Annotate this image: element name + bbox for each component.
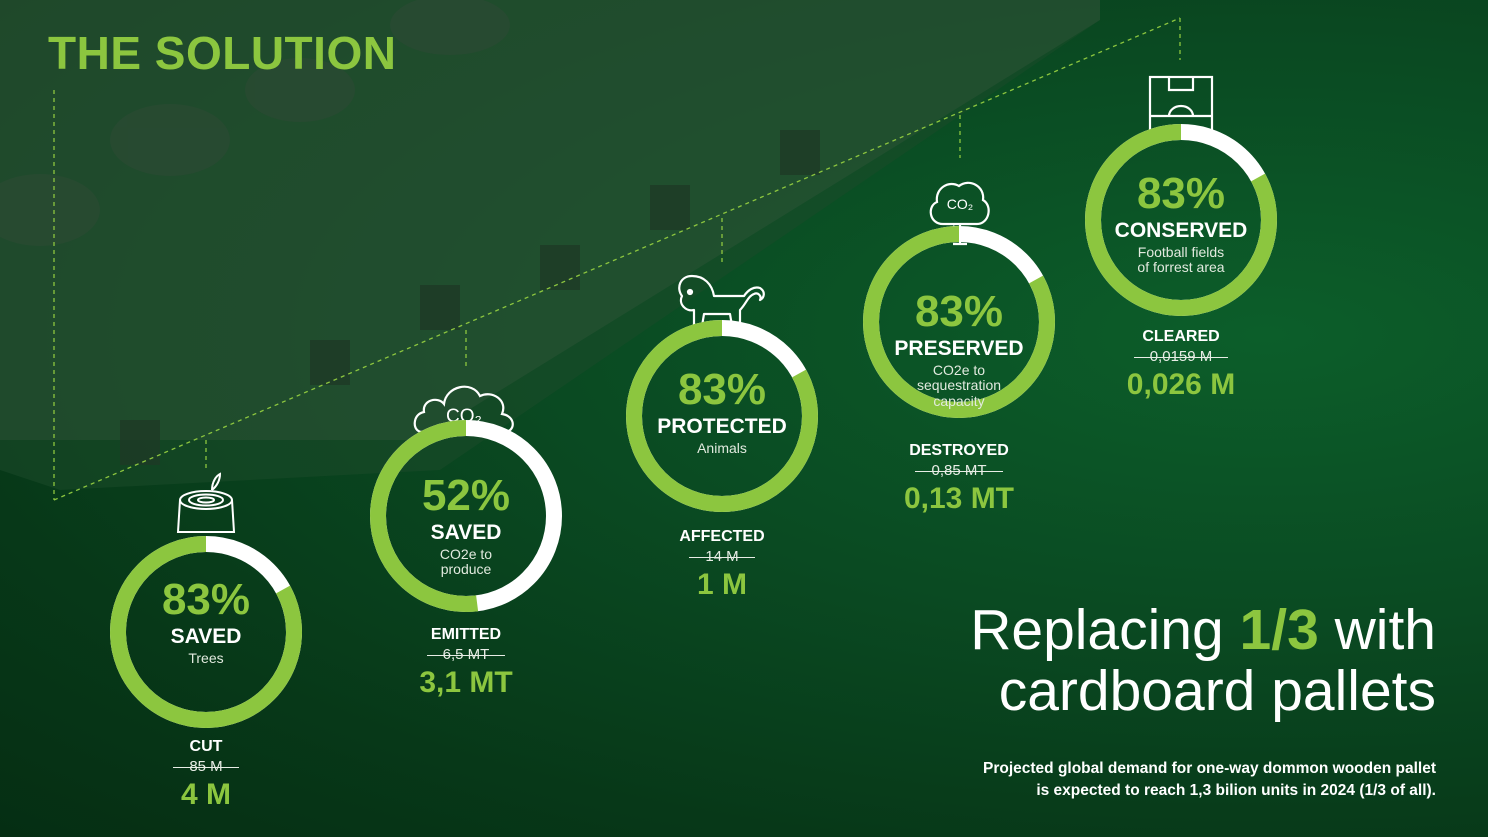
stat-old-value: 0,0159 M: [1133, 348, 1228, 365]
stat-label: CLEARED: [1142, 328, 1220, 345]
co2-label: CO₂: [947, 196, 973, 212]
metric-description: Trees: [188, 650, 224, 667]
headline-line-1: Replacing 1/3 with: [970, 600, 1436, 661]
metric-ring: [370, 420, 562, 612]
footnote-line-1: Projected global demand for one-way domm…: [983, 760, 1436, 777]
footnote: Projected global demand for one-way domm…: [876, 758, 1436, 803]
footnote-line-2: is expected to reach 1,3 bilion units in…: [1036, 782, 1436, 800]
metric-ring: [863, 226, 1055, 418]
stat-old-value: 6,5 MT: [426, 646, 505, 663]
stat-old-value: 0,85 MT: [915, 462, 1003, 479]
stat-new-value: 0,026 M: [1126, 368, 1236, 401]
headline-text: with: [1318, 598, 1436, 662]
metric-ring: [110, 536, 302, 728]
headline-line-2: cardboard pallets: [998, 658, 1436, 723]
headline-text: Replacing: [970, 598, 1240, 662]
tree-stump-icon: [176, 472, 236, 533]
stat-old-value: 85 M: [173, 758, 240, 775]
metric-percent: 83%: [677, 365, 767, 414]
metric-description: Animals: [697, 440, 747, 457]
page-title: THE SOLUTION: [48, 27, 397, 79]
stat-new-value: 0,13 MT: [903, 482, 1015, 515]
stat-new-value: 4 M: [180, 778, 231, 811]
metric-word: SAVED: [170, 625, 242, 648]
stat-new-value: 1 M: [696, 568, 747, 601]
metric-percent: 83%: [1136, 169, 1226, 218]
metric-word: CONSERVED: [1114, 219, 1248, 242]
headline-highlight: 1/3: [1239, 598, 1319, 662]
lion-icon: [678, 274, 765, 328]
stat-label: AFFECTED: [679, 528, 765, 545]
metric-percent: 83%: [914, 287, 1004, 336]
stat-new-value: 3,1 MT: [419, 666, 513, 699]
metric-word: PROTECTED: [657, 415, 787, 438]
metric-word: PRESERVED: [894, 337, 1024, 360]
metric-percent: 83%: [161, 575, 251, 624]
headline: Replacing 1/3 with cardboard pallets: [970, 600, 1436, 722]
metric-description: CO2e to sequestration capacity: [916, 362, 1002, 409]
metric-word: SAVED: [430, 521, 502, 544]
metric-description: Football fields of forrest area: [1137, 244, 1225, 276]
metric-ring: [626, 320, 818, 512]
metric-description: CO2e to produce: [439, 546, 493, 578]
metric-percent: 52%: [421, 471, 511, 520]
metric-ring: [1085, 124, 1277, 316]
stat-old-value: 14 M: [689, 548, 756, 565]
stat-label: DESTROYED: [909, 442, 1009, 459]
stat-label: CUT: [189, 738, 223, 755]
stat-label: EMITTED: [430, 626, 502, 643]
